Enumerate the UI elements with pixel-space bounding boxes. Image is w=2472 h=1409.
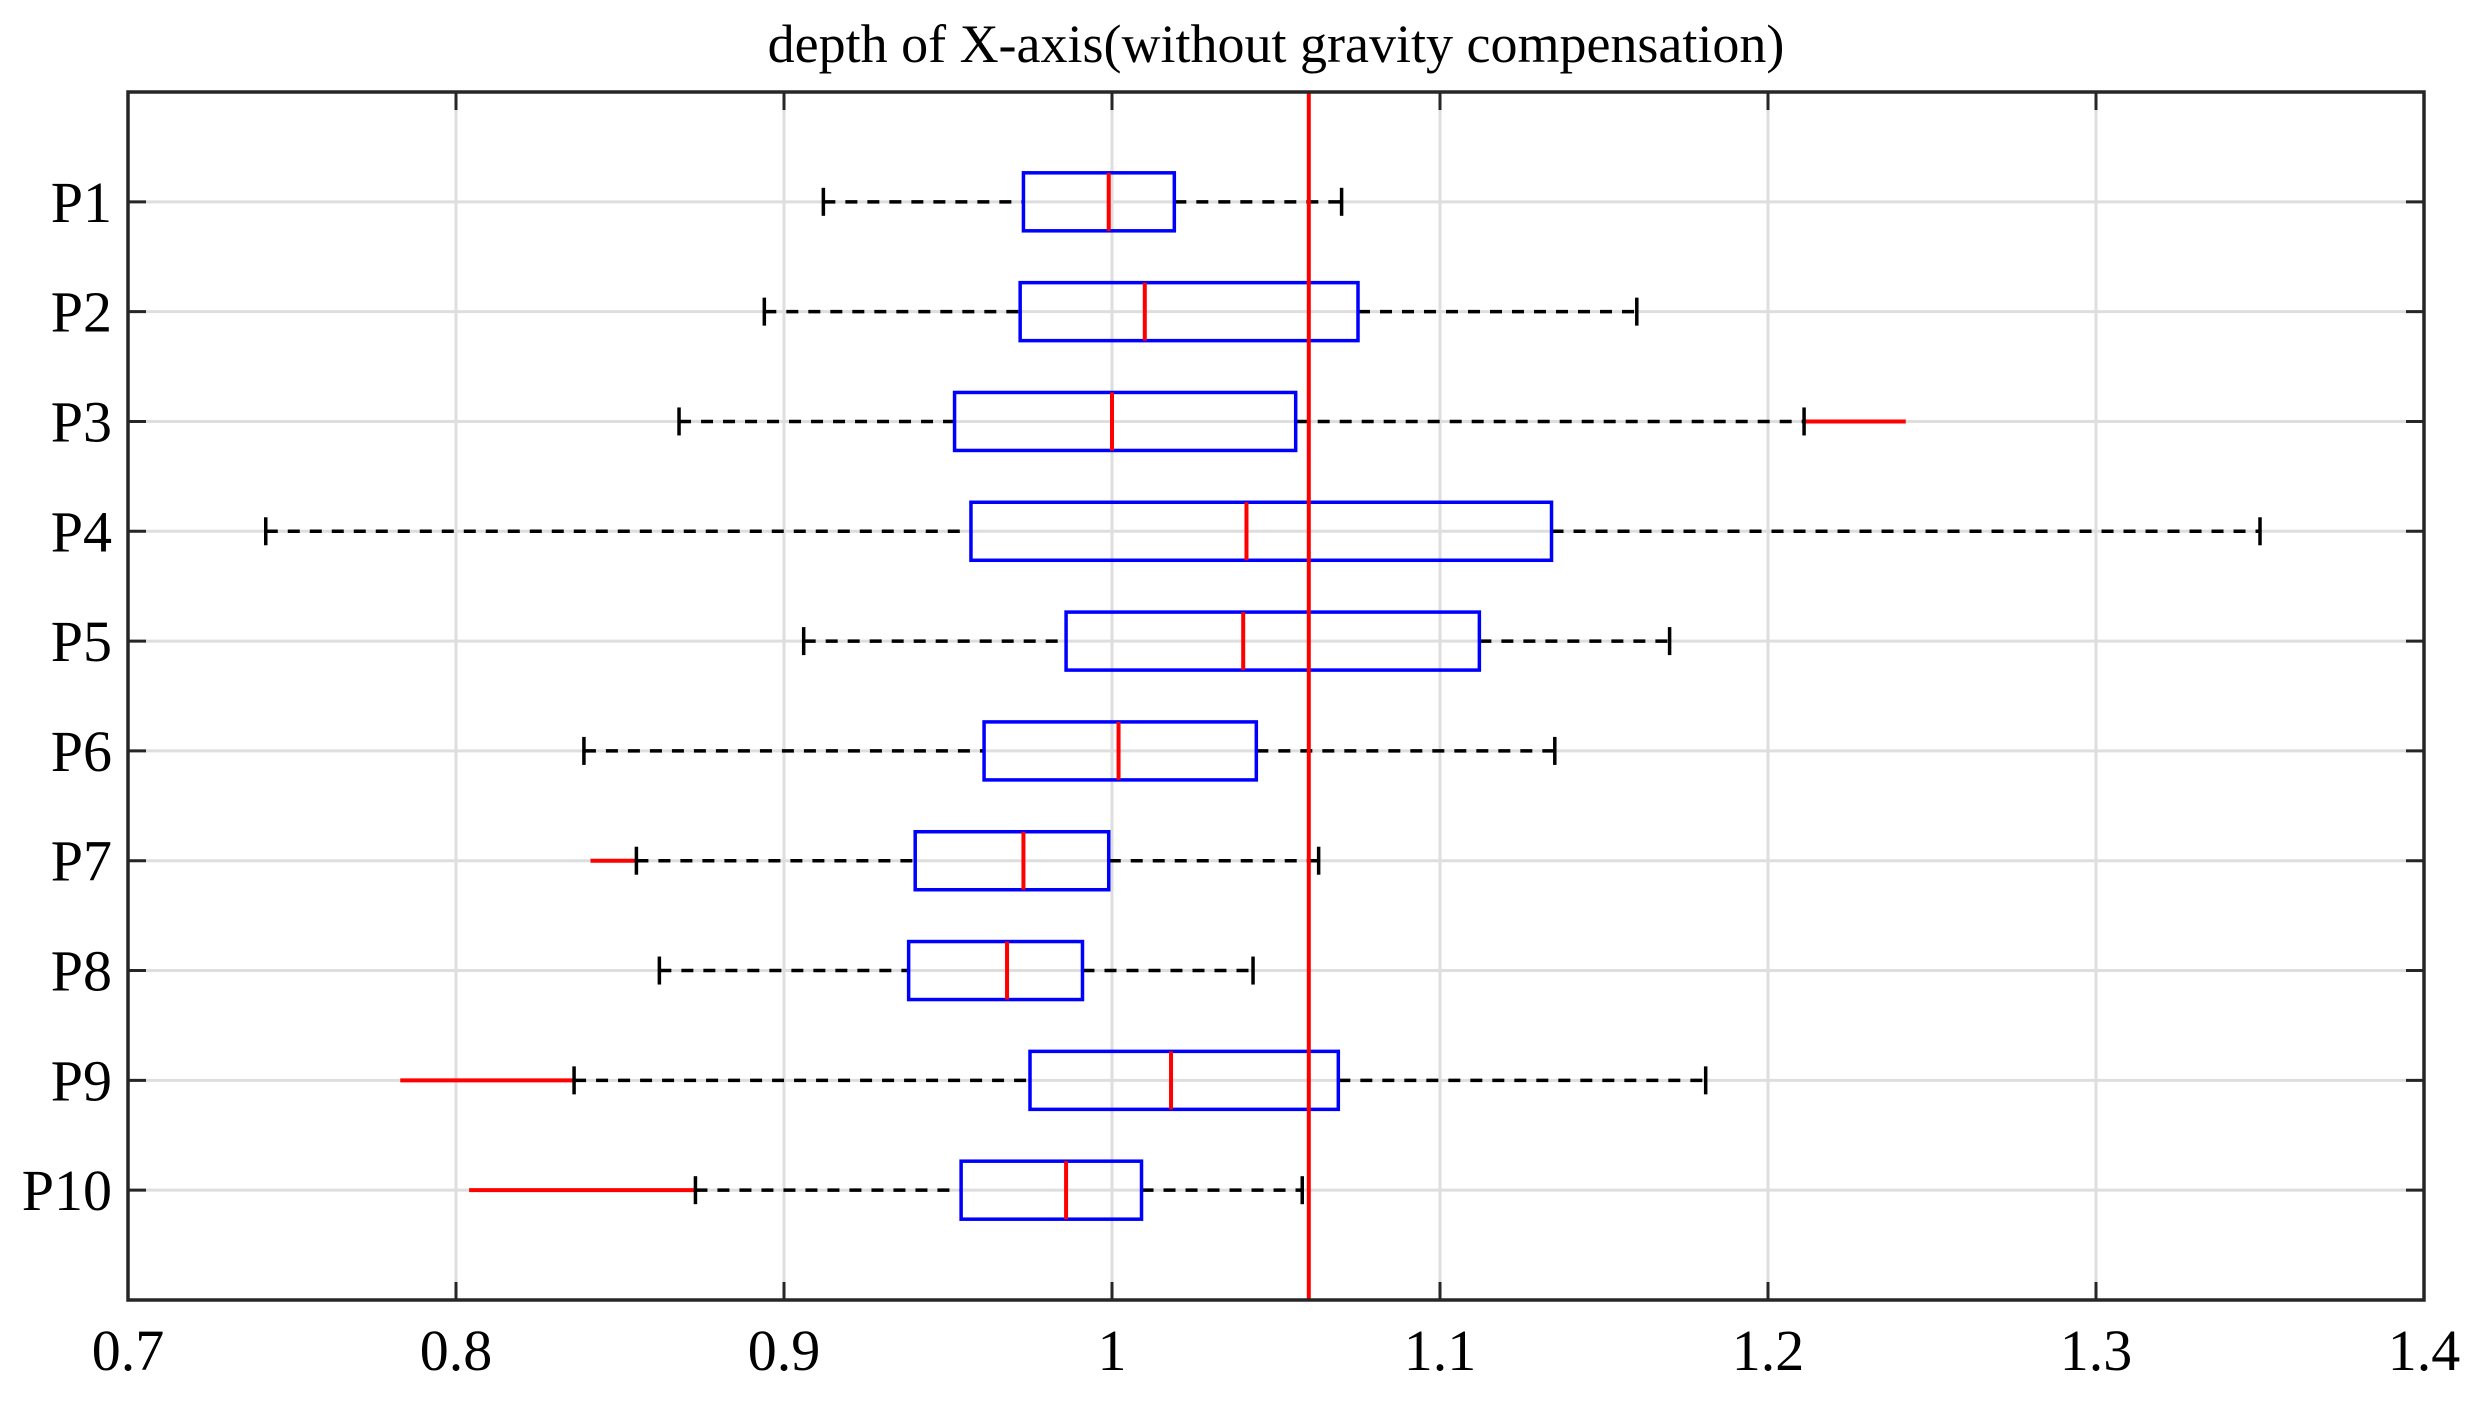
plot-frame (126, 90, 2426, 1302)
y-tick-label: P7 (51, 829, 112, 894)
x-tick-label: 0.7 (92, 1318, 165, 1383)
y-tick-label: P1 (51, 170, 112, 235)
axes (126, 90, 2426, 1302)
box-p7 (590, 829, 1321, 892)
y-tick-label: P6 (51, 719, 112, 784)
x-tick-label: 1 (1098, 1318, 1127, 1383)
axis-labels: 0.7 0.8 0.9 1 1.1 1.2 1.3 1.4 P1 P2 P3 P4 P5 P6 P7 P8 P9… (22, 170, 2461, 1383)
grid-lines (128, 92, 2424, 1300)
box-p9 (400, 1049, 1708, 1112)
y-tick-label: P3 (51, 389, 112, 454)
iqr-box (913, 829, 1111, 892)
iqr-box (1018, 280, 1360, 343)
box-p2 (762, 280, 1639, 343)
y-tick-label: P4 (51, 499, 112, 564)
iqr-box (969, 500, 1554, 563)
chart-title: depth of X-axis(without gravity compensa… (768, 14, 1785, 74)
box-p4 (264, 500, 2262, 563)
y-tick-label: P8 (51, 939, 112, 1004)
y-tick-label: P2 (51, 280, 112, 345)
iqr-box (1064, 610, 1482, 672)
box-series (264, 171, 2262, 1221)
box-p1 (821, 171, 1344, 233)
box-p10 (469, 1159, 1304, 1221)
box-p3 (677, 390, 1906, 453)
iqr-box (1028, 1049, 1341, 1112)
y-tick-label: P9 (51, 1048, 112, 1113)
x-tick-label: 0.8 (420, 1318, 493, 1383)
box-p6 (582, 720, 1557, 782)
iqr-box (959, 1159, 1144, 1221)
x-tick-label: 1.2 (1732, 1318, 1805, 1383)
x-tick-label: 0.9 (748, 1318, 821, 1383)
y-tick-label: P5 (51, 609, 112, 674)
iqr-box (906, 939, 1085, 1002)
x-tick-label: 1.1 (1404, 1318, 1477, 1383)
y-tick-label: P10 (22, 1158, 112, 1223)
x-tick-label: 1.4 (2388, 1318, 2461, 1383)
iqr-box (1021, 171, 1177, 233)
box-p8 (657, 939, 1255, 1002)
box-p5 (801, 610, 1672, 672)
x-tick-label: 1.3 (2060, 1318, 2133, 1383)
iqr-box (952, 390, 1298, 453)
